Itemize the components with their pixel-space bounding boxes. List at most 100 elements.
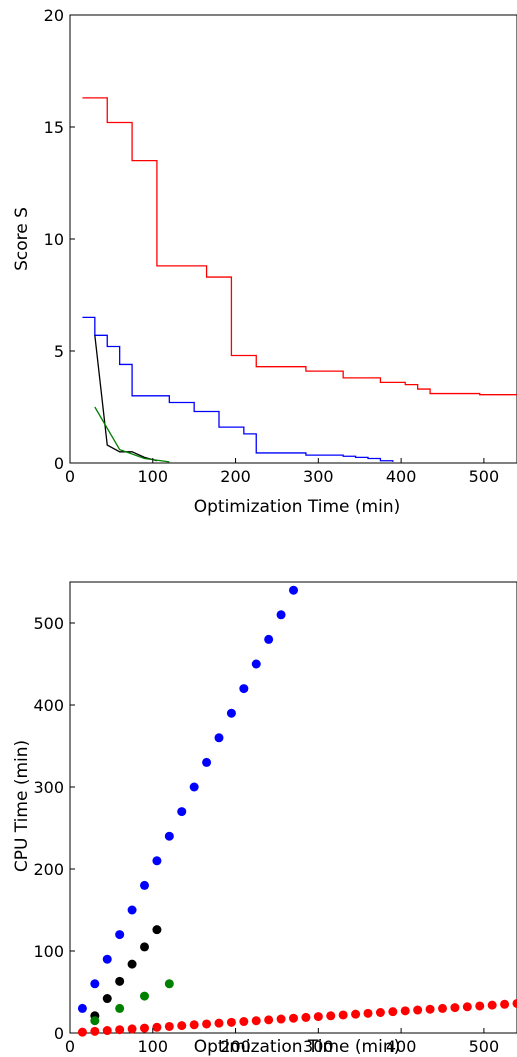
- cpu-series-0-point: [226, 708, 236, 718]
- cpu-series-3-point: [152, 1022, 162, 1032]
- score-y-tick-label: 15: [44, 118, 64, 137]
- cpu-y-axis-label: CPU Time (min): [12, 740, 32, 872]
- cpu-series-2-point: [115, 1003, 125, 1013]
- cpu-y-tick-label: 200: [33, 860, 64, 879]
- cpu-series-0-point: [164, 831, 174, 841]
- cpu-series-1-point: [127, 959, 137, 969]
- score-x-ticks: 0 100 200 300 400 500: [65, 458, 499, 486]
- cpu-series-0-point: [115, 930, 125, 940]
- cpu-series-3-point: [438, 1003, 447, 1013]
- cpu-series-layer: [77, 585, 517, 1037]
- cpu-x-axis-label: Optimization Time (min): [194, 1037, 400, 1057]
- score-series-layer: [82, 97, 517, 463]
- cpu-series-3-point: [326, 1011, 336, 1021]
- cpu-series-1-point: [102, 994, 112, 1004]
- cpu-series-2-point: [164, 979, 174, 989]
- score-y-tick-label: 20: [44, 6, 64, 25]
- score-x-tick-label: 400: [386, 467, 417, 486]
- cpu-series-3-point: [214, 1018, 224, 1028]
- cpu-series-3-point: [375, 1008, 385, 1017]
- cpu-x-tick-label: 0: [65, 1037, 75, 1056]
- cpu-series-3-point: [462, 1002, 472, 1012]
- score-x-axis-label: Optimization Time (min): [194, 497, 400, 517]
- cpu-series-0-point: [102, 954, 112, 964]
- cpu-series-3-point: [164, 1021, 174, 1031]
- score-series-line-3: [94, 406, 170, 463]
- cpu-series-0-point: [202, 757, 212, 767]
- cpu-series-3-point: [251, 1016, 261, 1026]
- cpu-series-3-point: [226, 1017, 236, 1027]
- cpu-series-3-point: [487, 1000, 497, 1010]
- cpu-series-0-point: [140, 880, 149, 890]
- score-y-ticks: 0 5 10 15 20: [44, 6, 75, 473]
- cpu-series-0-point: [177, 807, 187, 817]
- cpu-series-3-point: [289, 1013, 298, 1023]
- cpu-series-3-point: [313, 1012, 323, 1022]
- cpu-series-1-point: [152, 925, 162, 935]
- score-y-axis-label: Score S: [12, 207, 32, 271]
- cpu-series-0-point: [90, 979, 100, 989]
- cpu-series-3-point: [239, 1017, 249, 1027]
- cpu-series-3-point: [301, 1012, 311, 1022]
- cpu-series-3-point: [363, 1008, 373, 1018]
- cpu-series-3-point: [475, 1001, 485, 1011]
- cpu-series-3-point: [140, 1023, 149, 1033]
- score-series-line-2: [94, 335, 158, 462]
- cpu-y-tick-label: 300: [33, 778, 64, 797]
- cpu-y-tick-label: 0: [54, 1024, 64, 1043]
- cpu-series-3-point: [351, 1009, 361, 1019]
- cpu-series-3-point: [388, 1007, 398, 1017]
- score-y-tick-label: 5: [54, 342, 64, 361]
- cpu-y-tick-label: 500: [33, 614, 64, 633]
- cpu-series-3-point: [115, 1025, 125, 1035]
- cpu-series-3-point: [413, 1005, 423, 1015]
- cpu-series-3-point: [338, 1010, 348, 1020]
- score-x-tick-label: 200: [220, 467, 251, 486]
- cpu-series-3-point: [425, 1004, 435, 1014]
- cpu-series-3-point: [500, 999, 510, 1009]
- cpu-y-tick-label: 400: [33, 696, 64, 715]
- cpu-x-tick-label: 500: [469, 1037, 500, 1056]
- cpu-series-0-point: [239, 684, 249, 694]
- cpu-x-tick-label: 400: [386, 1037, 417, 1056]
- cpu-chart: 0 100 200 300 400 500 0 100 200 300 400 500 Optimi…: [12, 581, 517, 1057]
- cpu-x-tick-label: 300: [303, 1037, 334, 1056]
- cpu-series-1-point: [140, 942, 149, 952]
- cpu-series-3-point: [177, 1021, 187, 1031]
- cpu-series-0-point: [127, 905, 137, 915]
- score-x-tick-label: 100: [138, 467, 169, 486]
- cpu-series-3-point: [400, 1006, 410, 1016]
- cpu-series-0-point: [276, 610, 286, 620]
- cpu-series-3-point: [450, 1003, 460, 1013]
- cpu-series-3-point: [512, 998, 517, 1008]
- cpu-series-3-point: [189, 1020, 199, 1030]
- score-y-tick-label: 0: [54, 454, 64, 473]
- cpu-series-3-point: [276, 1014, 286, 1024]
- cpu-series-3-point: [264, 1015, 274, 1025]
- score-x-tick-label: 500: [469, 467, 500, 486]
- cpu-series-3-point: [90, 1026, 100, 1036]
- score-x-tick-label: 300: [303, 467, 334, 486]
- cpu-series-0-point: [77, 1003, 87, 1013]
- cpu-series-0-point: [264, 634, 274, 644]
- score-series-line-0: [82, 97, 517, 396]
- score-y-tick-label: 10: [44, 230, 64, 249]
- cpu-series-3-point: [77, 1027, 87, 1037]
- score-series-line-1: [82, 316, 394, 462]
- cpu-series-1-point: [115, 976, 125, 986]
- cpu-series-0-point: [289, 585, 298, 595]
- cpu-series-0-point: [152, 856, 162, 866]
- cpu-series-3-point: [127, 1024, 137, 1034]
- cpu-series-2-point: [140, 991, 149, 1001]
- cpu-x-tick-label: 100: [138, 1037, 169, 1056]
- cpu-series-3-point: [202, 1019, 212, 1029]
- cpu-plot-frame: [69, 581, 517, 1034]
- cpu-series-2-point: [90, 1016, 100, 1026]
- score-chart: 0 100 200 300 400 500 0 5 10 15 20 Optimization T…: [12, 6, 517, 517]
- cpu-series-0-point: [214, 733, 224, 743]
- cpu-series-0-point: [251, 659, 261, 669]
- cpu-series-0-point: [189, 782, 199, 792]
- cpu-y-ticks: 0 100 200 300 400 500: [33, 614, 75, 1043]
- cpu-x-tick-label: 200: [220, 1037, 251, 1056]
